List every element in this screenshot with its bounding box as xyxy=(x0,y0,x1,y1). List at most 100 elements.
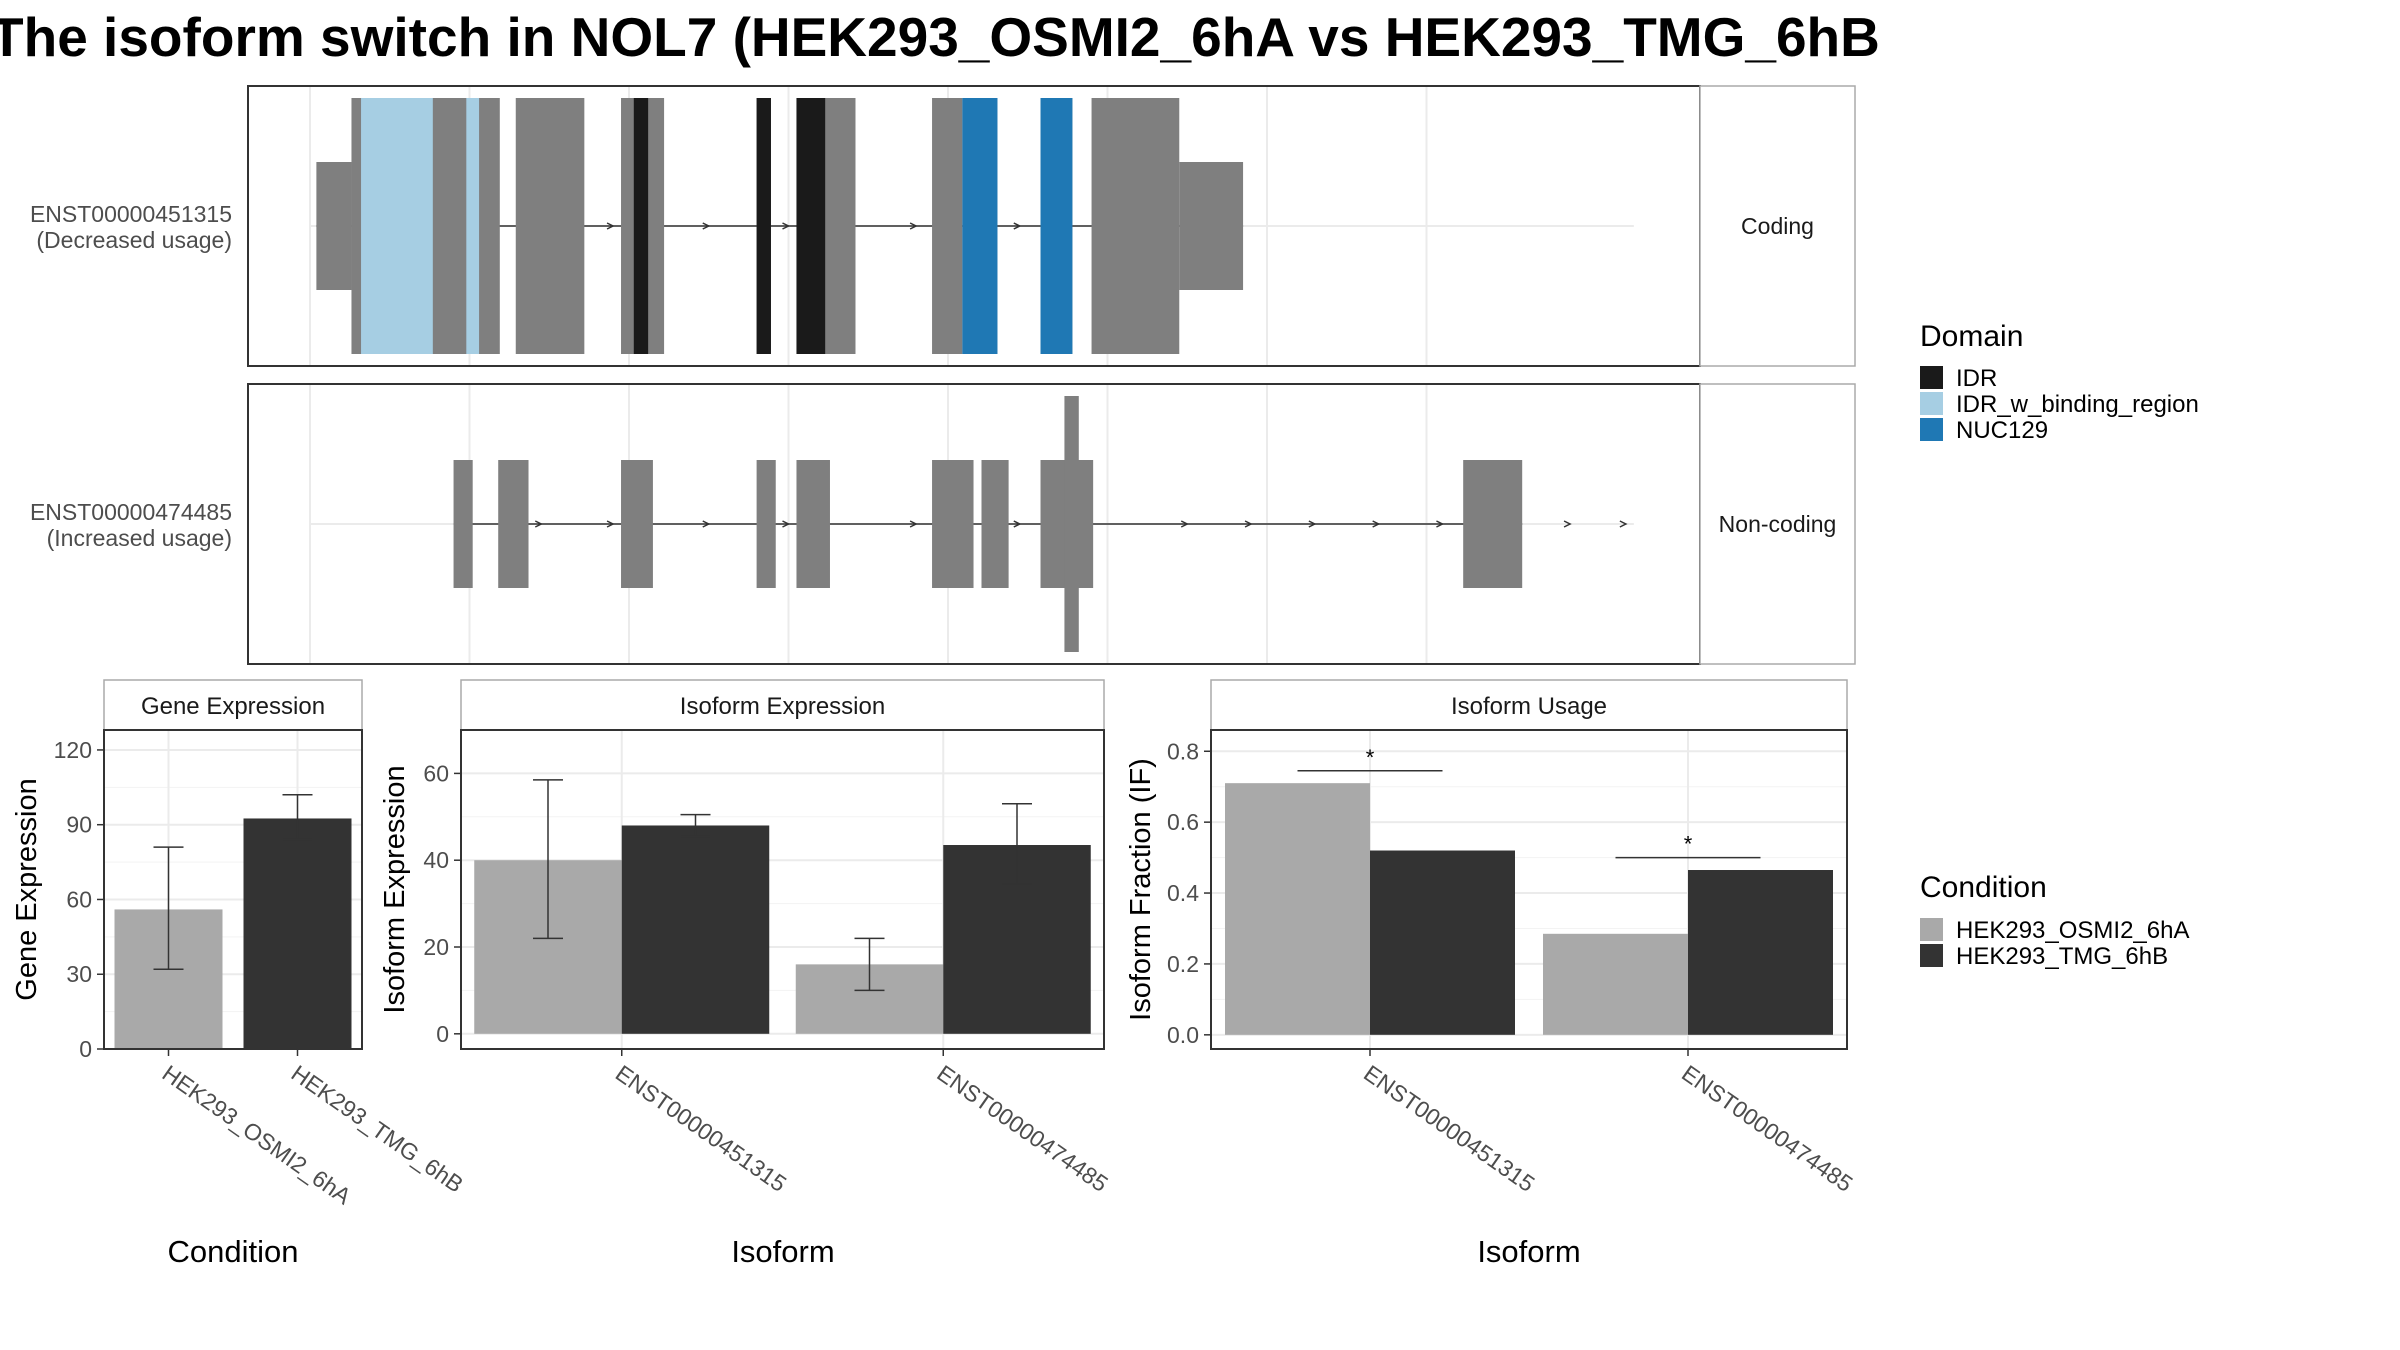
transcript-panel: Coding ENST00000451315(Decreased usage) xyxy=(30,85,1856,367)
panel-border xyxy=(460,729,1105,1050)
bar xyxy=(1370,850,1515,1035)
strand-arrow xyxy=(909,222,918,230)
legend-swatch xyxy=(1920,392,1943,415)
strand-arrow xyxy=(1013,520,1022,528)
domain-block xyxy=(962,98,998,354)
strand-arrow xyxy=(1619,520,1628,528)
y-tick-label: 0.6 xyxy=(1167,809,1199,835)
bar xyxy=(1688,870,1833,1035)
bar xyxy=(621,825,770,1034)
x-axis-title: Condition xyxy=(168,1234,299,1269)
legend-swatch xyxy=(1920,918,1943,941)
exon xyxy=(981,460,1009,588)
y-tick-label: 20 xyxy=(423,934,449,960)
panel-title-strip xyxy=(1210,679,1848,731)
significance-label: * xyxy=(1366,745,1375,770)
y-tick-label: 0.0 xyxy=(1167,1022,1199,1048)
exon xyxy=(316,162,352,290)
legend-swatch xyxy=(1920,944,1943,967)
panel-title: Isoform Usage xyxy=(1451,693,1607,720)
facet-strip xyxy=(1699,383,1856,665)
legend-title: Condition xyxy=(1920,871,2047,904)
y-tick-label: 60 xyxy=(423,760,449,786)
exon xyxy=(932,98,963,354)
x-tick-label: ENST00000474485 xyxy=(1677,1060,1857,1197)
strand-arrow xyxy=(606,222,615,230)
exon xyxy=(1091,98,1180,354)
y-tick-label: 40 xyxy=(423,847,449,873)
y-axis-title: Isoform Fraction (IF) xyxy=(1125,758,1157,1021)
strand-arrow xyxy=(782,520,791,528)
legend-label: HEK293_TMG_6hB xyxy=(1956,943,2168,970)
strand-arrow xyxy=(1372,520,1381,528)
bar-chart-panel: Isoform Usage * * 0.0 0.2 0.4 0.6 0.8 ENST000004… xyxy=(1125,679,1858,1269)
transcript-usage-label: (Increased usage) xyxy=(47,525,232,551)
orf-marker xyxy=(1064,396,1079,652)
x-axis-title: Isoform xyxy=(731,1234,834,1269)
bar-chart-panel: Isoform Expression 0 20 40 60 ENST00000451315… xyxy=(379,679,1113,1269)
domain-block xyxy=(466,98,480,354)
domain-block xyxy=(361,98,433,354)
facet-strip xyxy=(1699,85,1856,367)
exon xyxy=(1463,460,1523,588)
legend-title: Domain xyxy=(1920,320,2023,353)
strand-arrow xyxy=(702,222,711,230)
strand-arrow xyxy=(702,520,711,528)
y-tick-label: 0.2 xyxy=(1167,951,1199,977)
y-tick-label: 60 xyxy=(66,886,92,912)
panel-border xyxy=(103,729,363,1050)
y-tick-label: 120 xyxy=(54,737,92,763)
legend-label: IDR xyxy=(1956,365,1997,392)
x-tick-label: ENST00000451315 xyxy=(1359,1060,1539,1197)
exon xyxy=(621,460,653,588)
panel-title-strip xyxy=(103,679,363,731)
y-tick-label: 90 xyxy=(66,812,92,838)
bar xyxy=(1543,933,1688,1035)
significance-label: * xyxy=(1684,832,1693,857)
y-tick-label: 0.8 xyxy=(1167,738,1199,764)
transcript-id-label: ENST00000451315 xyxy=(30,201,232,227)
transcript-usage-label: (Decreased usage) xyxy=(36,227,232,253)
exon xyxy=(932,460,974,588)
domain-block xyxy=(633,98,649,354)
exon xyxy=(1179,162,1244,290)
figure-title: The isoform switch in NOL7 (HEK293_OSMI2… xyxy=(0,6,1880,68)
transcript-structure-panels: Coding ENST00000451315(Decreased usage) No… xyxy=(30,85,1856,665)
domain-block xyxy=(1040,98,1073,354)
strand-arrow xyxy=(606,520,615,528)
strand-arrow xyxy=(1563,520,1572,528)
legend-label: IDR_w_binding_region xyxy=(1956,391,2199,418)
y-axis-title: Gene Expression xyxy=(11,778,43,1000)
legend-label: NUC129 xyxy=(1956,417,2048,444)
exon xyxy=(756,460,776,588)
strand-arrow xyxy=(534,520,543,528)
strand-arrow xyxy=(1180,520,1189,528)
panel-title: Isoform Expression xyxy=(680,693,885,720)
x-tick-label: ENST00000451315 xyxy=(611,1060,791,1197)
y-tick-label: 0 xyxy=(79,1036,92,1062)
bar xyxy=(1225,783,1370,1035)
y-tick-label: 0 xyxy=(436,1021,449,1047)
exon xyxy=(498,460,529,588)
x-tick-label: ENST00000474485 xyxy=(932,1060,1112,1197)
strand-arrow xyxy=(1013,222,1022,230)
strand-arrow xyxy=(1436,520,1445,528)
bar xyxy=(243,818,352,1049)
y-axis-title: Isoform Expression xyxy=(379,765,411,1013)
x-axis-title: Isoform xyxy=(1477,1234,1580,1269)
strand-arrow xyxy=(1308,520,1317,528)
panel-border xyxy=(1210,729,1848,1050)
facet-label: Non-coding xyxy=(1719,511,1837,537)
bar-chart-panels: Gene Expression0306090120HEK293_OSMI2_6h… xyxy=(11,679,1858,1269)
domain-block xyxy=(756,98,771,354)
strand-arrow xyxy=(782,222,791,230)
y-tick-label: 0.4 xyxy=(1167,880,1199,906)
legend-label: HEK293_OSMI2_6hA xyxy=(1956,917,2189,944)
domain-block xyxy=(796,98,826,354)
y-tick-label: 30 xyxy=(66,961,92,987)
panel-title: Gene Expression xyxy=(141,693,325,720)
legend-swatch xyxy=(1920,418,1943,441)
